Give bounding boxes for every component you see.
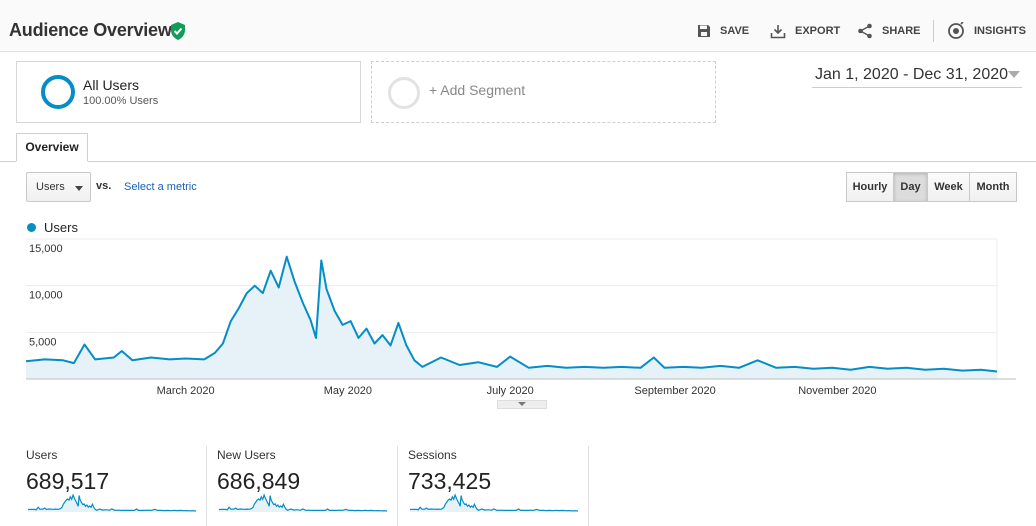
share-icon [858, 23, 872, 39]
stat-new-users-label: New Users [217, 448, 276, 462]
chart-y-tick-label: 15,000 [29, 243, 63, 255]
vs-label: vs. [96, 180, 112, 192]
stat-users-sparkline [27, 493, 197, 512]
tab-overview[interactable]: Overview [16, 133, 88, 162]
sparkline-area [410, 495, 578, 512]
chart-y-ticks: 15,000 10,000 5,000 [29, 243, 63, 348]
metric-dropdown[interactable]: Users [26, 172, 91, 202]
stat-new-users[interactable]: New Users 686,849 [217, 446, 398, 526]
date-range-label: Jan 1, 2020 - Dec 31, 2020 [815, 66, 1009, 83]
segment-ring-icon [41, 75, 75, 109]
granularity-hourly-button[interactable]: Hourly [846, 172, 894, 202]
stat-sessions[interactable]: Sessions 733,425 [408, 446, 589, 526]
stat-users-value: 689,517 [26, 468, 110, 494]
stat-divider [397, 446, 398, 526]
chart-x-tick-label: March 2020 [157, 385, 215, 397]
save-icon [698, 25, 710, 37]
caret-down-icon [518, 402, 526, 406]
chart-gridlines [26, 238, 998, 379]
download-icon [770, 24, 786, 38]
metric-dropdown-label: Users [36, 181, 65, 193]
export-button[interactable]: EXPORT [770, 22, 840, 40]
chart-x-ticks: March 2020 May 2020 July 2020 September 202… [157, 385, 877, 397]
collapse-chart-toggle[interactable] [497, 400, 547, 409]
save-label: SAVE [720, 25, 750, 37]
stat-sessions-value: 733,425 [408, 468, 492, 494]
sparkline-area [28, 495, 196, 512]
chart-x-tick-label: July 2020 [487, 385, 534, 397]
chart-area-fill [26, 256, 997, 379]
legend-users-dot [27, 223, 36, 232]
date-range-picker[interactable]: Jan 1, 2020 - Dec 31, 2020 [812, 64, 1022, 88]
chart-x-tick-label: May 2020 [324, 385, 372, 397]
stat-users[interactable]: Users 689,517 [26, 446, 207, 526]
caret-down-icon [75, 186, 83, 191]
empty-ring-icon [388, 77, 420, 109]
insights-label: INSIGHTS [974, 25, 1026, 37]
chart-x-tick-label: September 2020 [634, 385, 715, 397]
chart-y-tick-label: 5,000 [29, 336, 57, 348]
segment-name: All Users [83, 77, 140, 93]
stat-sessions-sparkline [409, 493, 579, 512]
save-button[interactable]: SAVE [697, 22, 749, 40]
chart-y-tick-label: 10,000 [29, 290, 63, 302]
granularity-month-button[interactable]: Month [969, 172, 1017, 202]
segment-all-users[interactable]: All Users 100.00% Users [16, 61, 361, 123]
toolbar-divider [933, 20, 934, 42]
insights-icon [948, 22, 964, 39]
select-metric-link[interactable]: Select a metric [124, 181, 197, 193]
segment-percentage: 100.00% Users [83, 95, 159, 107]
chevron-down-icon [1008, 71, 1020, 78]
stat-users-label: Users [26, 448, 58, 462]
users-line-chart: 15,000 10,000 5,000 March 2020 May 2020 July… [25, 238, 1016, 397]
stat-new-users-value: 686,849 [217, 468, 301, 494]
legend-users-label: Users [44, 220, 78, 235]
sparkline-area [219, 495, 387, 512]
export-label: EXPORT [795, 25, 841, 37]
add-segment-label: + Add Segment [429, 82, 526, 98]
granularity-week-button[interactable]: Week [927, 172, 970, 202]
tab-bar-divider [0, 161, 1036, 162]
stat-divider [588, 446, 589, 526]
chart-series-line [25, 255, 998, 373]
sparkline-line [218, 493, 388, 512]
report-header: Audience Overview SAVE EXPORT SHARE [0, 0, 1036, 52]
stat-divider [206, 446, 207, 526]
chart-x-tick-label: November 2020 [798, 385, 876, 397]
stat-new-users-sparkline [218, 493, 388, 512]
share-label: SHARE [882, 25, 921, 37]
page-title: Audience Overview [9, 20, 172, 40]
verified-shield-icon [171, 22, 185, 40]
sparkline-line [409, 493, 579, 512]
add-segment-button[interactable]: + Add Segment [371, 61, 716, 123]
share-button[interactable]: SHARE [857, 22, 921, 40]
sparkline-line [27, 493, 197, 512]
stat-sessions-label: Sessions [408, 448, 457, 462]
granularity-day-button[interactable]: Day [893, 172, 928, 202]
insights-button[interactable]: INSIGHTS [947, 22, 1026, 40]
